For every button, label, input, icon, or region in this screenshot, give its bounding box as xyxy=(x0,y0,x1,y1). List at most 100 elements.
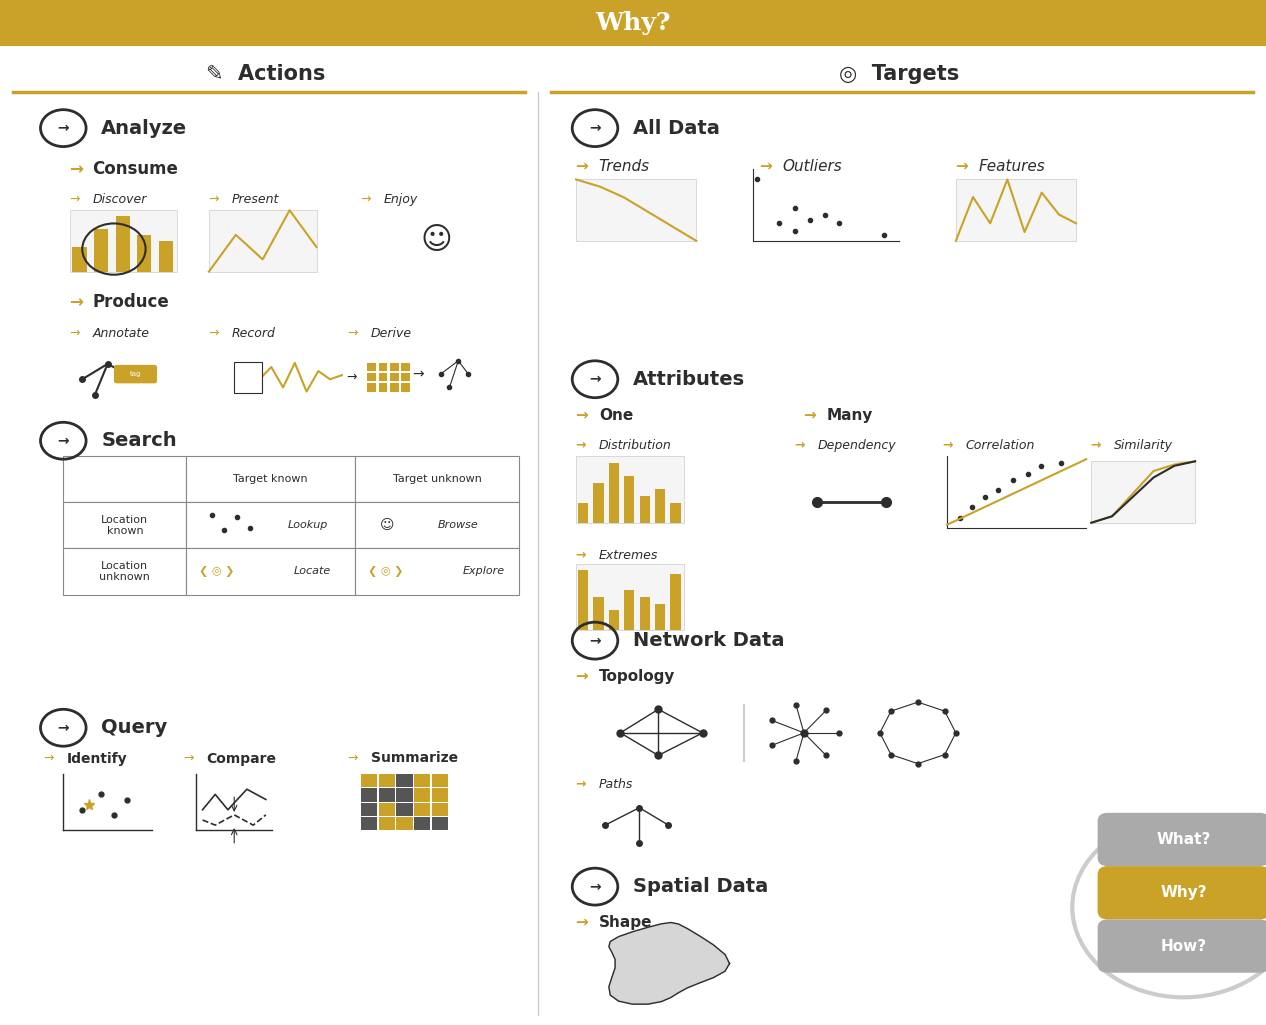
FancyBboxPatch shape xyxy=(0,0,1266,46)
Text: →: → xyxy=(70,293,90,312)
Text: Derive: Derive xyxy=(371,327,411,339)
Text: →: → xyxy=(956,159,974,173)
FancyBboxPatch shape xyxy=(579,570,589,630)
FancyBboxPatch shape xyxy=(1098,813,1266,866)
FancyBboxPatch shape xyxy=(367,363,376,371)
Text: ❮ ◎ ❯: ❮ ◎ ❯ xyxy=(199,566,234,577)
Text: Attributes: Attributes xyxy=(633,370,746,388)
Text: ❮ ◎ ❯: ❮ ◎ ❯ xyxy=(367,566,403,577)
Text: →: → xyxy=(70,160,90,178)
FancyBboxPatch shape xyxy=(234,362,262,393)
Text: ✎  Actions: ✎ Actions xyxy=(206,64,325,84)
Text: Topology: Topology xyxy=(599,669,675,684)
Text: Annotate: Annotate xyxy=(92,327,149,339)
FancyBboxPatch shape xyxy=(379,788,395,802)
FancyBboxPatch shape xyxy=(576,564,684,630)
FancyBboxPatch shape xyxy=(655,490,665,523)
FancyBboxPatch shape xyxy=(401,363,410,371)
Text: →: → xyxy=(209,194,223,206)
Text: Features: Features xyxy=(979,159,1046,173)
FancyBboxPatch shape xyxy=(1098,919,1266,973)
Text: Analyze: Analyze xyxy=(101,119,187,137)
Text: →: → xyxy=(209,327,223,339)
Text: Target unknown: Target unknown xyxy=(392,475,481,484)
FancyBboxPatch shape xyxy=(137,235,152,272)
FancyBboxPatch shape xyxy=(414,803,430,816)
FancyBboxPatch shape xyxy=(70,210,177,272)
Polygon shape xyxy=(609,922,729,1004)
FancyBboxPatch shape xyxy=(158,241,173,272)
Text: Location
unknown: Location unknown xyxy=(100,561,151,582)
Text: Summarize: Summarize xyxy=(371,751,458,766)
FancyBboxPatch shape xyxy=(379,817,395,830)
FancyBboxPatch shape xyxy=(624,590,634,630)
Text: ☺: ☺ xyxy=(420,227,453,255)
Text: Target known: Target known xyxy=(233,475,308,484)
FancyBboxPatch shape xyxy=(354,548,519,594)
Text: →: → xyxy=(57,121,70,135)
Text: Query: Query xyxy=(101,719,167,737)
Text: →: → xyxy=(70,327,84,339)
FancyBboxPatch shape xyxy=(354,456,519,502)
Text: ☺: ☺ xyxy=(380,519,394,532)
Text: Explore: Explore xyxy=(462,567,505,576)
FancyBboxPatch shape xyxy=(624,476,634,523)
FancyBboxPatch shape xyxy=(361,774,377,787)
FancyBboxPatch shape xyxy=(576,179,696,241)
Text: Many: Many xyxy=(827,408,874,422)
FancyBboxPatch shape xyxy=(670,503,681,523)
FancyBboxPatch shape xyxy=(1098,866,1266,919)
Text: Consume: Consume xyxy=(92,160,179,178)
Text: What?: What? xyxy=(1157,832,1210,847)
FancyBboxPatch shape xyxy=(396,788,413,802)
Text: Outliers: Outliers xyxy=(782,159,842,173)
FancyBboxPatch shape xyxy=(186,456,354,502)
Text: →: → xyxy=(576,915,594,930)
Text: →: → xyxy=(589,372,601,386)
Text: One: One xyxy=(599,408,633,422)
FancyBboxPatch shape xyxy=(72,247,87,272)
FancyBboxPatch shape xyxy=(367,373,376,381)
FancyBboxPatch shape xyxy=(609,463,619,523)
FancyBboxPatch shape xyxy=(209,210,316,272)
Text: →: → xyxy=(576,440,591,452)
Text: Spatial Data: Spatial Data xyxy=(633,877,768,896)
Text: Browse: Browse xyxy=(437,521,479,530)
Text: →: → xyxy=(184,752,197,765)
Text: Compare: Compare xyxy=(206,751,276,766)
Text: →: → xyxy=(589,633,601,648)
Text: →: → xyxy=(760,159,777,173)
FancyBboxPatch shape xyxy=(114,365,157,383)
FancyBboxPatch shape xyxy=(390,383,399,392)
FancyBboxPatch shape xyxy=(401,373,410,381)
FancyBboxPatch shape xyxy=(576,456,684,523)
FancyBboxPatch shape xyxy=(414,774,430,787)
FancyBboxPatch shape xyxy=(1091,461,1195,523)
Text: →: → xyxy=(1091,440,1106,452)
Text: Location
known: Location known xyxy=(101,515,148,536)
FancyBboxPatch shape xyxy=(379,383,387,392)
Text: →: → xyxy=(576,408,594,422)
FancyBboxPatch shape xyxy=(639,496,649,523)
FancyBboxPatch shape xyxy=(432,774,448,787)
Text: →: → xyxy=(44,752,58,765)
Text: ◎  Targets: ◎ Targets xyxy=(839,64,958,84)
FancyBboxPatch shape xyxy=(432,817,448,830)
Text: All Data: All Data xyxy=(633,119,720,137)
Text: Why?: Why? xyxy=(1161,886,1206,900)
FancyBboxPatch shape xyxy=(390,373,399,381)
FancyBboxPatch shape xyxy=(63,502,186,548)
Text: →: → xyxy=(589,121,601,135)
Text: →: → xyxy=(576,778,591,790)
Text: →: → xyxy=(576,669,594,684)
FancyBboxPatch shape xyxy=(956,179,1076,241)
Text: Network Data: Network Data xyxy=(633,631,785,650)
Text: Produce: Produce xyxy=(92,293,170,312)
Text: →: → xyxy=(589,879,601,894)
FancyBboxPatch shape xyxy=(432,788,448,802)
Text: Present: Present xyxy=(232,194,279,206)
Text: Correlation: Correlation xyxy=(966,440,1036,452)
FancyBboxPatch shape xyxy=(361,788,377,802)
FancyBboxPatch shape xyxy=(609,610,619,630)
FancyBboxPatch shape xyxy=(594,597,604,630)
